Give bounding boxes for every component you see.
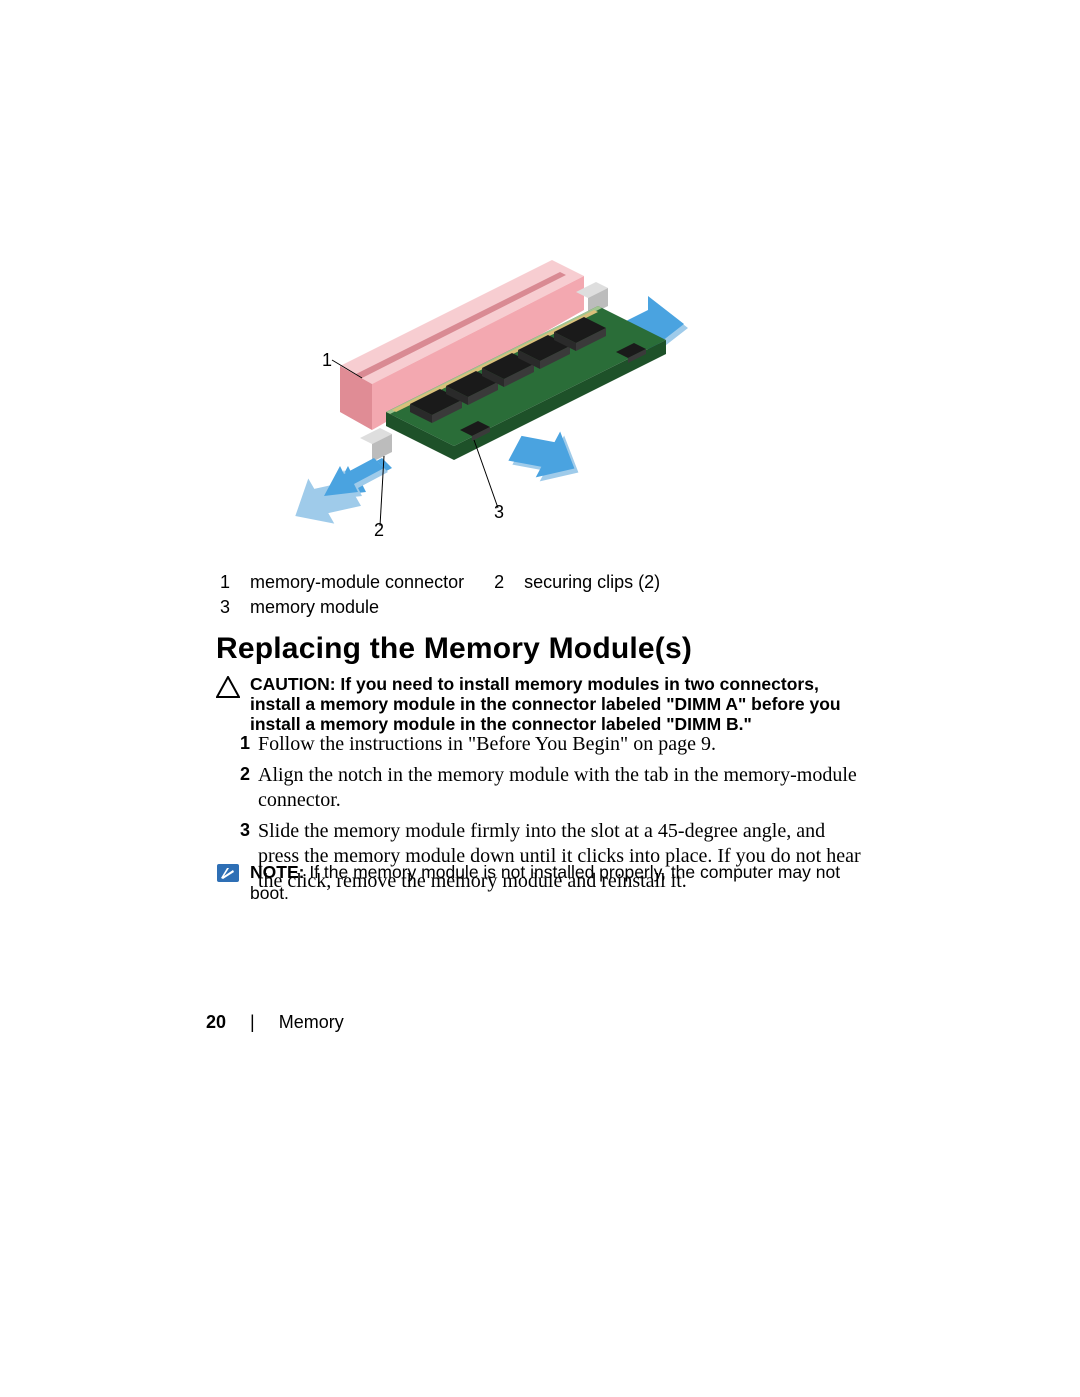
step-num-3: 3 — [226, 819, 250, 842]
note-label: NOTE: — [250, 862, 304, 882]
caution-icon — [216, 676, 244, 703]
legend-num-2: 2 — [494, 572, 524, 593]
note-text: If the memory module is not installed pr… — [250, 862, 840, 903]
step-text-2: Align the notch in the memory module wit… — [258, 763, 862, 813]
footer-separator: | — [250, 1012, 255, 1033]
note-icon — [216, 863, 244, 888]
legend-text-1: memory-module connector — [250, 572, 464, 593]
caution-label: CAUTION: — [250, 674, 336, 694]
step-num-1: 1 — [226, 732, 250, 755]
step-num-2: 2 — [226, 763, 250, 786]
footer-section-name: Memory — [279, 1012, 344, 1033]
diagram-callout-2: 2 — [374, 520, 384, 541]
diagram-callout-1: 1 — [322, 350, 332, 371]
diagram-legend: 1 memory-module connector 2 securing cli… — [220, 572, 690, 622]
page-footer: 20 | Memory — [206, 1012, 344, 1033]
footer-page-number: 20 — [206, 1012, 226, 1033]
caution-block: CAUTION: If you need to install memory m… — [216, 674, 862, 734]
legend-text-3: memory module — [250, 597, 379, 618]
memory-module-diagram: 1 2 3 — [260, 260, 730, 550]
caution-text: If you need to install memory modules in… — [250, 674, 841, 734]
note-block: NOTE: If the memory module is not instal… — [216, 862, 862, 904]
legend-num-3: 3 — [220, 597, 250, 618]
section-title: Replacing the Memory Module(s) — [216, 632, 692, 666]
legend-text-2: securing clips (2) — [524, 572, 660, 593]
diagram-callout-3: 3 — [494, 502, 504, 523]
legend-num-1: 1 — [220, 572, 250, 593]
step-text-1: Follow the instructions in "Before You B… — [258, 732, 716, 757]
